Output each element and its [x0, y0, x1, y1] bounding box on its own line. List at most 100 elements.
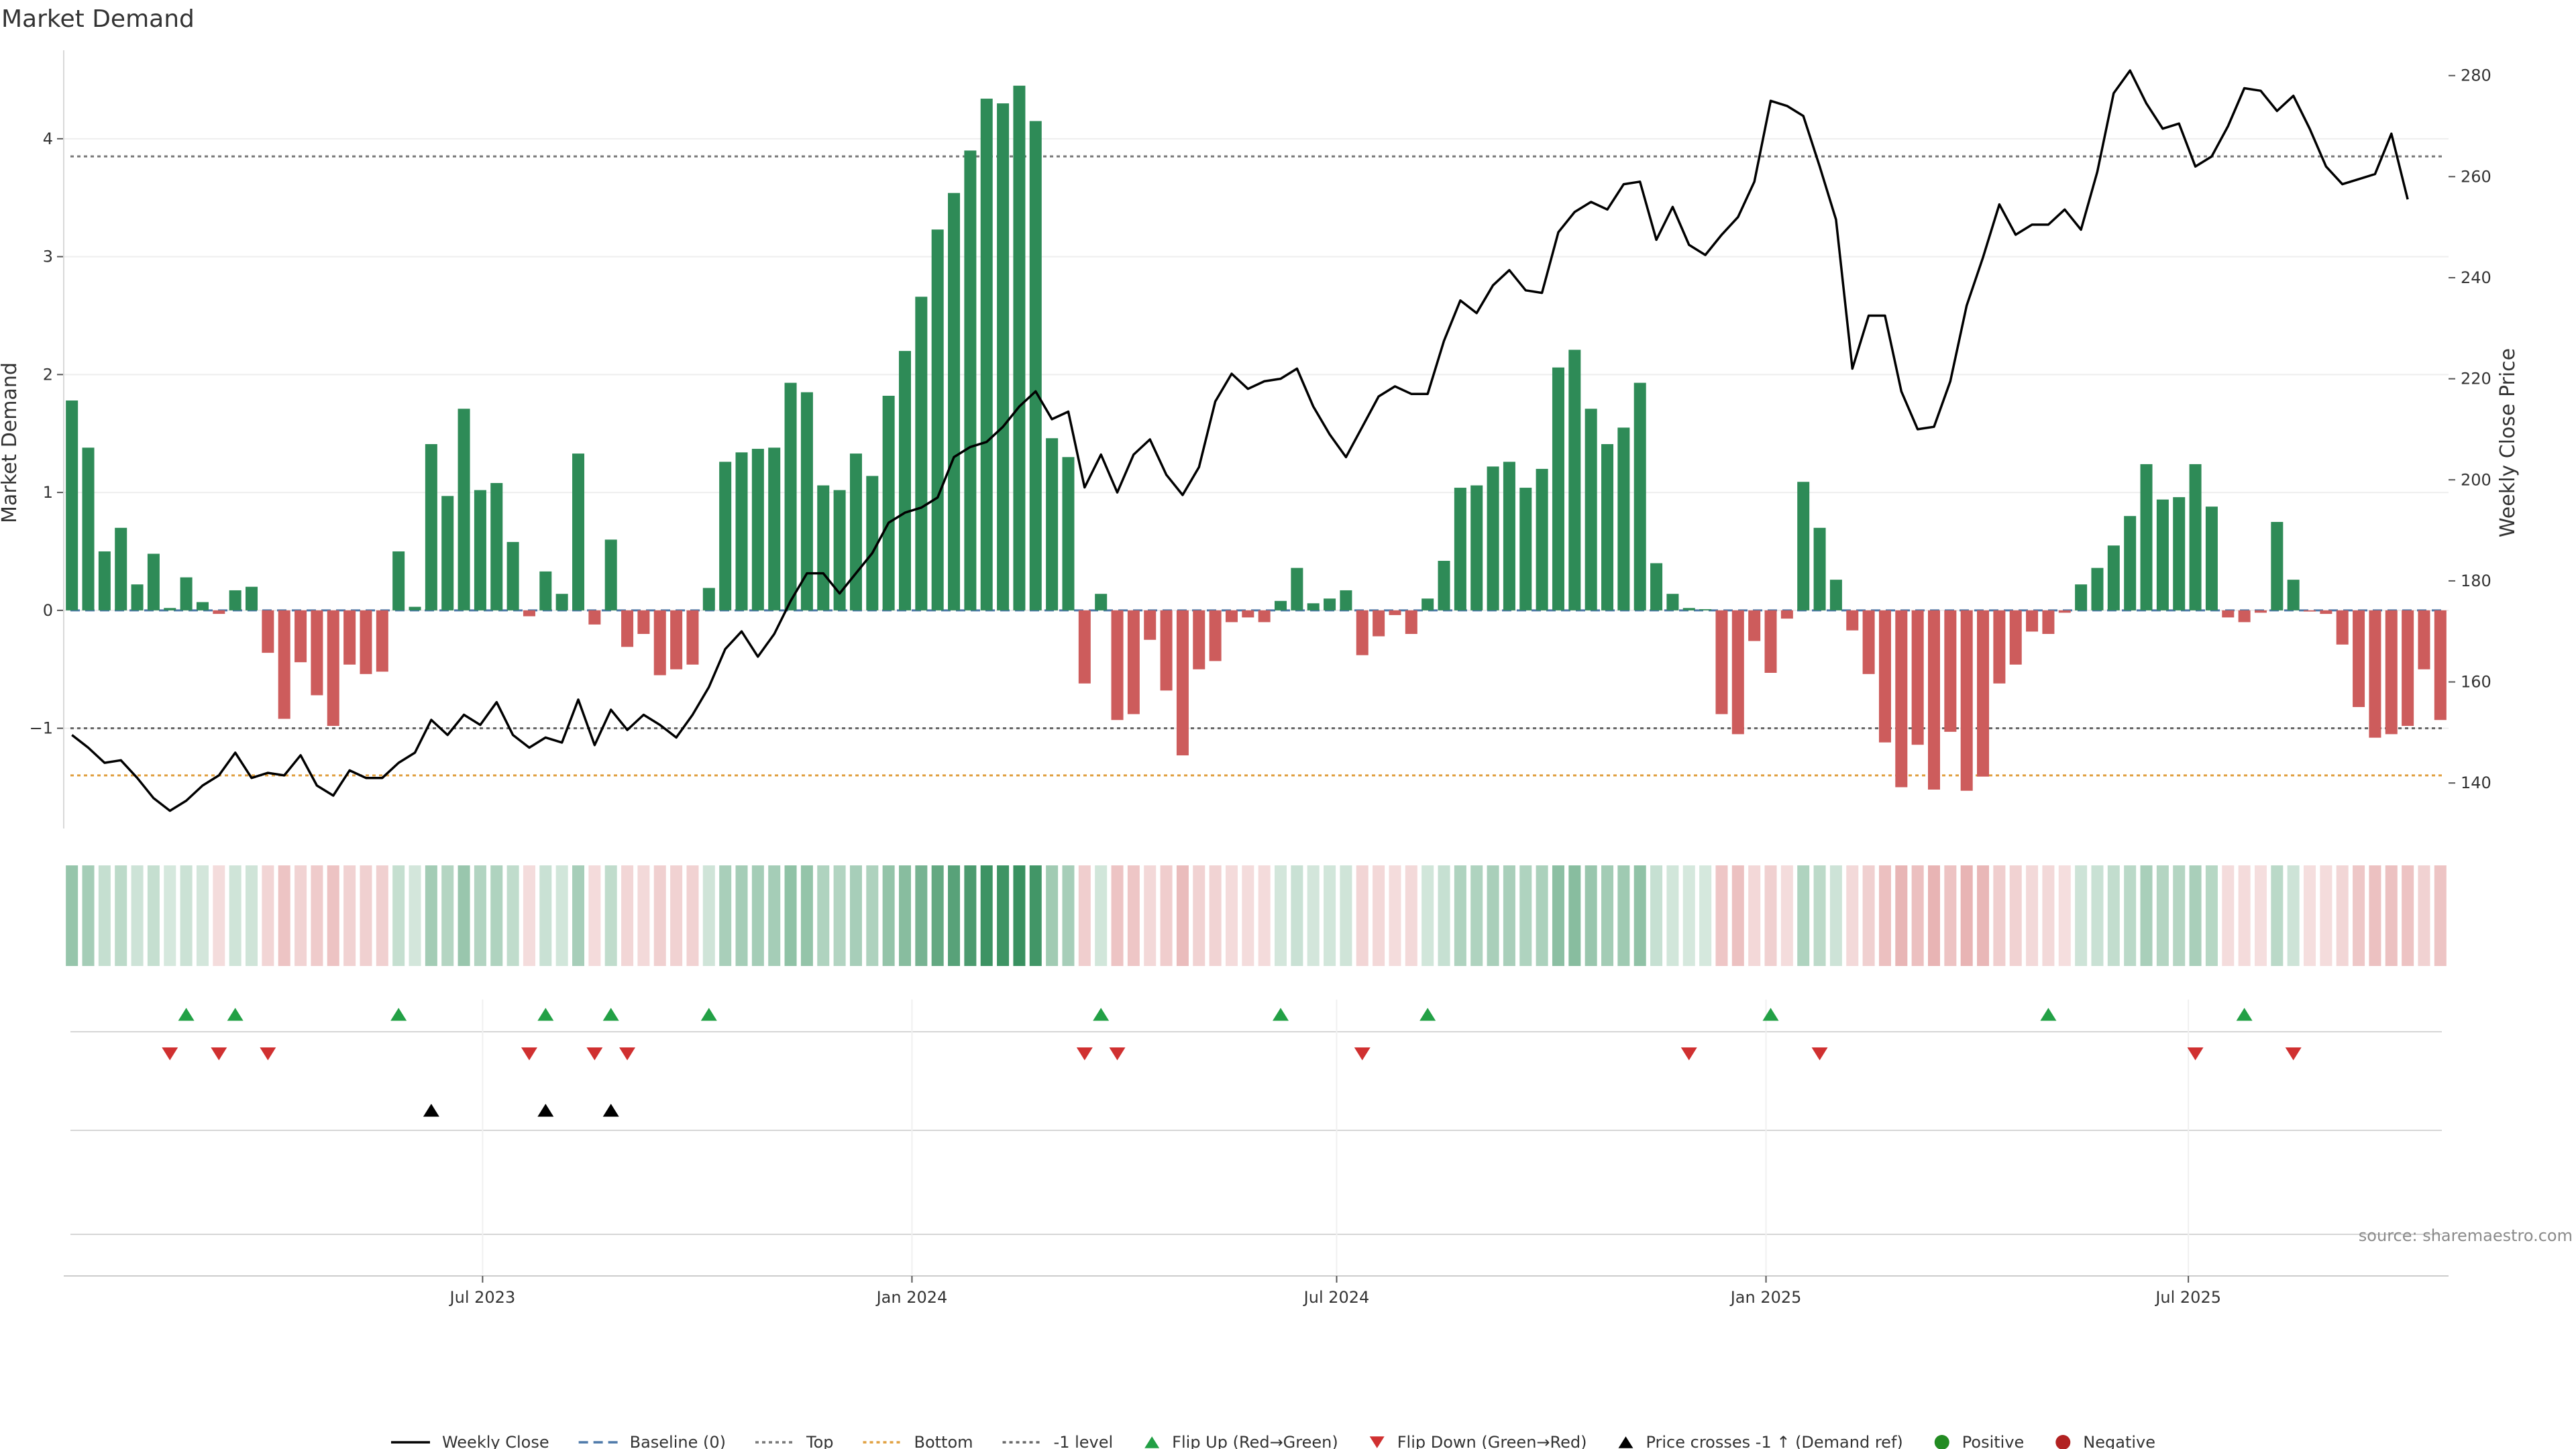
- demand-bar: [1454, 488, 1466, 610]
- demand-bar: [2434, 610, 2447, 720]
- x-tick-label: Jul 2024: [1303, 1288, 1370, 1307]
- flip-down-marker: [1680, 1047, 1697, 1061]
- heat-cell: [147, 865, 160, 966]
- heat-cell: [506, 865, 519, 966]
- demand-bar: [1029, 121, 1042, 610]
- heat-cell: [246, 865, 258, 966]
- heat-cell: [409, 865, 421, 966]
- legend-label: Flip Up (Red→Green): [1172, 1433, 1338, 1449]
- heat-cell: [719, 865, 732, 966]
- demand-bar: [1748, 610, 1761, 641]
- demand-bar: [1944, 610, 1957, 732]
- demand-bar: [1682, 608, 1695, 610]
- heat-cell: [2222, 865, 2235, 966]
- heat-cell: [768, 865, 781, 966]
- price-cross-marker: [602, 1104, 619, 1117]
- heat-cell: [1487, 865, 1499, 966]
- heat-cell: [1977, 865, 1990, 966]
- heat-cell: [997, 865, 1010, 966]
- heat-cell: [735, 865, 748, 966]
- demand-bar: [2173, 497, 2186, 610]
- demand-bar: [931, 229, 944, 610]
- demand-bar: [817, 485, 830, 610]
- heat-cell: [180, 865, 193, 966]
- demand-bar: [1764, 610, 1777, 673]
- demand-bar: [1144, 610, 1157, 640]
- flip-up-marker: [227, 1008, 244, 1021]
- heat-cell: [523, 865, 535, 966]
- flip-down-marker: [162, 1047, 178, 1061]
- heat-cell: [2320, 865, 2332, 966]
- demand-bar: [2222, 610, 2235, 618]
- heat-cell: [2353, 865, 2365, 966]
- heat-cell: [2287, 865, 2300, 966]
- demand-bar: [180, 577, 193, 610]
- x-axis-ticks: Jul 2023 Jan 2024 Jul 2024 Jan 2025 Jul 2025: [64, 1275, 2449, 1307]
- demand-bar: [1829, 580, 1842, 610]
- legend-item: -1 level: [1002, 1433, 1113, 1449]
- demand-bar: [1095, 594, 1108, 610]
- demand-bar: [343, 610, 356, 665]
- demand-bar: [1193, 610, 1205, 669]
- legend-label: Baseline (0): [630, 1433, 726, 1449]
- demand-bar: [588, 610, 601, 625]
- flip-down-marker: [2187, 1047, 2204, 1061]
- flip-up-marker: [1093, 1008, 1110, 1021]
- demand-bar: [2287, 580, 2300, 610]
- heat-cell: [1307, 865, 1320, 966]
- y-tick-label-left: 1: [43, 483, 53, 502]
- demand-bar: [1209, 610, 1222, 661]
- demand-bar: [653, 610, 666, 676]
- price-line-layer: [71, 69, 2409, 812]
- flip-down-marker: [1354, 1047, 1371, 1061]
- demand-bar: [294, 610, 307, 663]
- demand-bar: [2026, 610, 2039, 632]
- demand-bar: [1878, 610, 1891, 743]
- flip-up-marker: [602, 1008, 619, 1021]
- demand-bar: [1780, 610, 1793, 619]
- heat-cell: [2369, 865, 2381, 966]
- demand-bar: [915, 297, 928, 610]
- heat-cell: [1111, 865, 1124, 966]
- y-tick-label-right: 140: [2461, 773, 2491, 792]
- heat-cell: [833, 865, 846, 966]
- y-tick-label-right: 180: [2461, 572, 2491, 590]
- demand-bar: [1650, 563, 1663, 610]
- demand-bar: [1225, 610, 1238, 623]
- y-tick-label-right: 240: [2461, 268, 2491, 287]
- demand-bar: [66, 400, 78, 610]
- demand-bar: [1601, 444, 1614, 610]
- demand-bar: [2304, 610, 2316, 612]
- heat-cell: [196, 865, 209, 966]
- demand-bar: [1307, 603, 1320, 610]
- demand-bar: [849, 453, 862, 610]
- legend-label: Negative: [2083, 1433, 2155, 1449]
- demand-bar: [1846, 610, 1859, 631]
- heat-cell: [1209, 865, 1222, 966]
- demand-bar: [1062, 457, 1075, 610]
- demand-bar: [800, 392, 813, 610]
- demand-bar: [1405, 610, 1417, 634]
- heat-cell: [1373, 865, 1385, 966]
- heat-cell: [425, 865, 437, 966]
- heat-cell: [1650, 865, 1663, 966]
- heat-cell: [490, 865, 503, 966]
- demand-bar: [2009, 610, 2022, 665]
- heat-cell: [1324, 865, 1336, 966]
- heat-cell: [2271, 865, 2284, 966]
- demand-bar: [246, 586, 258, 610]
- heat-cell: [327, 865, 339, 966]
- demand-bar: [1960, 610, 1973, 791]
- demand-bar: [2124, 516, 2137, 610]
- demand-bar: [1552, 367, 1564, 610]
- flip-up-marker: [1273, 1008, 1289, 1021]
- heat-cell: [964, 865, 977, 966]
- y-tick-label-left: 3: [43, 248, 53, 266]
- heat-cell: [1911, 865, 1924, 966]
- legend-item: Positive: [1934, 1433, 2024, 1449]
- demand-bar: [555, 594, 568, 610]
- flip-down-marker: [2285, 1047, 2302, 1061]
- heat-cell: [2205, 865, 2218, 966]
- legend-label: Weekly Close: [442, 1433, 549, 1449]
- demand-bar: [2418, 610, 2430, 669]
